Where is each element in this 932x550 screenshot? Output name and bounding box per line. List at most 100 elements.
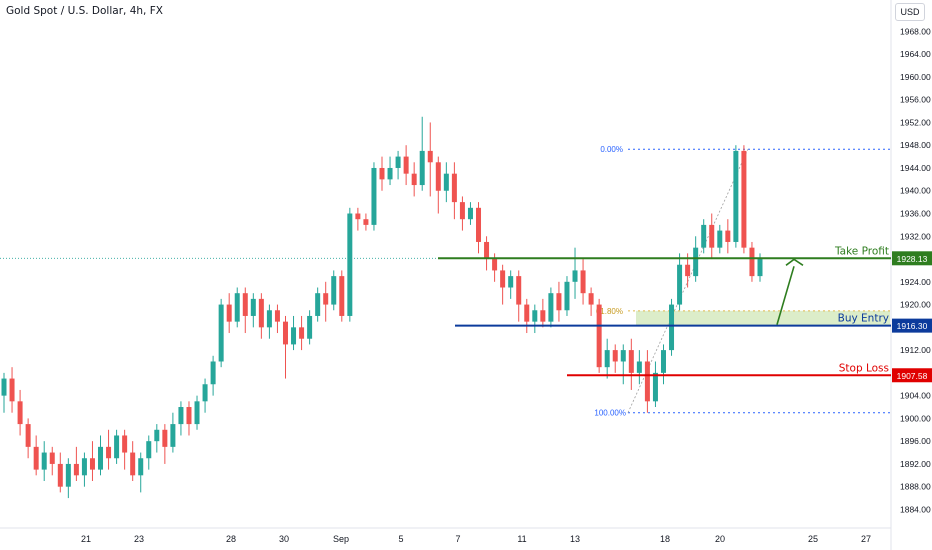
candle-body	[500, 270, 506, 288]
candle-body	[677, 264, 683, 305]
y-tick-label: 1932.00	[900, 231, 931, 241]
candle-body	[411, 173, 417, 186]
buy-entry-label: Buy Entry	[838, 313, 889, 325]
candle-body	[146, 441, 152, 459]
chart-title: Gold Spot / U.S. Dollar, 4h, FX	[6, 5, 163, 17]
candle-body	[226, 304, 232, 322]
buy-entry-badge-text: 1916.30	[897, 321, 928, 331]
candle-body	[660, 350, 666, 373]
candle-body	[556, 293, 562, 311]
candle-body	[451, 173, 457, 203]
candle-body	[749, 247, 755, 277]
candle-body	[250, 298, 256, 316]
y-tick-label: 1968.00	[900, 26, 931, 36]
take-profit-badge-text: 1928.13	[897, 254, 928, 264]
candle-body	[331, 276, 337, 305]
candle-body	[644, 361, 650, 402]
candle-body	[387, 167, 393, 180]
candle-body	[669, 304, 675, 351]
y-tick-label: 1956.00	[900, 95, 931, 105]
candle-body	[106, 446, 112, 459]
candle-body	[186, 407, 192, 425]
candle-body	[299, 327, 305, 339]
candle-body	[572, 270, 578, 282]
x-tick-label: 28	[226, 534, 236, 544]
candle-body	[548, 293, 554, 322]
candle-body	[57, 463, 63, 487]
x-tick-label: 25	[808, 534, 818, 544]
candle-body	[98, 446, 104, 470]
candle-body	[467, 207, 473, 220]
candle-body	[588, 293, 594, 305]
candle-body	[355, 213, 361, 220]
candle-body	[459, 202, 465, 220]
candle-body	[419, 150, 425, 186]
candle-body	[315, 293, 321, 316]
y-tick-label: 1884.00	[900, 504, 931, 514]
candle-body	[291, 327, 297, 345]
x-tick-label: 18	[660, 534, 670, 544]
y-tick-label: 1960.00	[900, 72, 931, 82]
candle-body	[9, 378, 15, 402]
x-tick-label: 23	[134, 534, 144, 544]
candle-body	[580, 270, 586, 294]
x-tick-label: 11	[517, 534, 526, 544]
stop-loss-badge-text: 1907.58	[897, 371, 928, 381]
stop-loss-badge	[892, 368, 932, 383]
candle-body	[427, 150, 433, 163]
candle-body	[540, 310, 546, 322]
candle-body	[1, 378, 7, 396]
candle-body	[347, 213, 353, 316]
candle-body	[234, 293, 240, 322]
x-tick-label: 5	[398, 534, 403, 544]
candle-body	[202, 384, 208, 402]
candle-body	[282, 321, 288, 345]
candle-body	[307, 315, 313, 339]
y-tick-label: 1892.00	[900, 459, 931, 469]
y-tick-label: 1924.00	[900, 277, 931, 287]
candle-body	[476, 207, 482, 242]
candle-body	[741, 150, 747, 248]
candle-body	[757, 259, 763, 277]
candle-body	[274, 310, 280, 322]
candle-body	[628, 350, 634, 373]
stop-loss-label: Stop Loss	[839, 362, 889, 374]
x-tick-label: 13	[570, 534, 580, 544]
candle-body	[596, 304, 602, 368]
candle-body	[717, 230, 723, 248]
x-tick-label: 20	[715, 534, 725, 544]
y-tick-label: 1964.00	[900, 49, 931, 59]
take-profit-badge	[892, 251, 932, 266]
y-tick-label: 1948.00	[900, 140, 931, 150]
candle-body	[435, 162, 441, 191]
candle-body	[194, 401, 200, 425]
arrow-shaft	[776, 266, 795, 325]
candle-body	[17, 401, 23, 425]
y-tick-label: 1904.00	[900, 391, 931, 401]
candle-body	[620, 350, 626, 362]
candle-body	[443, 173, 449, 191]
x-tick-label: 7	[455, 534, 460, 544]
candle-body	[733, 150, 739, 242]
candle-body	[218, 304, 224, 362]
candle-body	[492, 259, 498, 271]
currency-button[interactable]: USD	[895, 3, 925, 21]
candle-body	[41, 452, 47, 470]
candle-body	[395, 156, 401, 168]
y-tick-label: 1912.00	[900, 345, 931, 355]
fib-label: 61.80%	[596, 307, 623, 316]
candle-body	[81, 458, 87, 476]
x-tick-label: 30	[279, 534, 289, 544]
candle-body	[701, 224, 707, 248]
y-tick-label: 1900.00	[900, 413, 931, 423]
buy-entry-badge	[892, 318, 932, 333]
candle-body	[266, 310, 272, 328]
candle-body	[65, 463, 71, 487]
take-profit-label: Take Profit	[834, 245, 889, 257]
candle-body	[685, 264, 691, 277]
candle-body	[258, 298, 264, 328]
fib-label: 0.00%	[600, 145, 623, 154]
candle-body	[154, 429, 160, 442]
